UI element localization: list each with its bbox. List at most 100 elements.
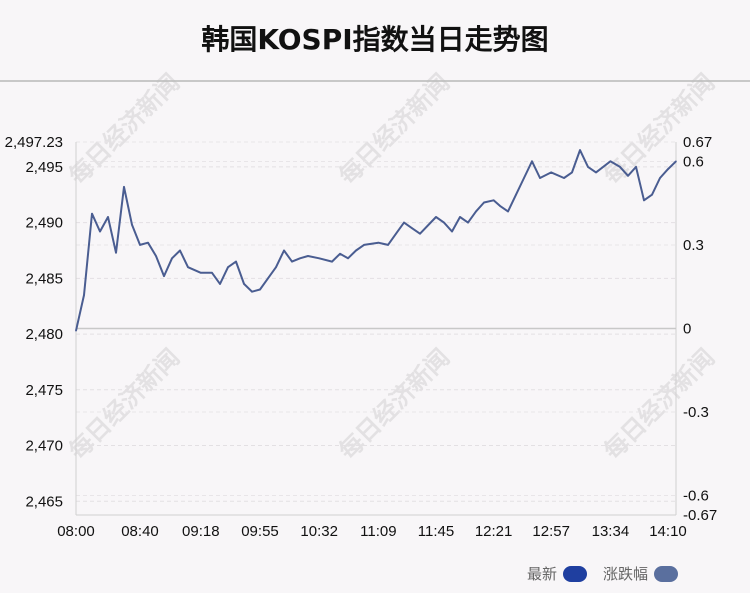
data-point <box>515 193 517 196</box>
legend: 最新 涨跌幅 <box>527 563 688 584</box>
y-right-tick-label: 0 <box>683 321 691 338</box>
data-point <box>609 160 612 163</box>
data-point <box>299 257 301 260</box>
data-point <box>355 249 357 252</box>
data-point <box>179 249 181 252</box>
data-point <box>131 224 133 226</box>
legend-swatch-change <box>654 565 678 582</box>
y-right-tick-label: 0.3 <box>683 237 704 254</box>
data-point <box>651 193 653 196</box>
y-left-tick-label: 2,480 <box>25 326 63 343</box>
data-point <box>235 260 237 263</box>
y-right-tick-label: 0.67 <box>683 134 712 151</box>
y-left-tick-label: 2,485 <box>25 270 63 287</box>
data-point <box>659 177 661 179</box>
data-point <box>435 216 437 218</box>
data-point <box>291 260 293 263</box>
data-point <box>363 244 365 246</box>
data-point <box>155 255 157 257</box>
data-point <box>163 275 165 277</box>
data-point <box>619 166 621 168</box>
series-line-latest <box>75 149 677 331</box>
data-point <box>523 177 525 179</box>
x-tick-label: 09:18 <box>182 523 220 540</box>
data-point <box>475 210 477 213</box>
data-point <box>459 216 461 218</box>
data-point <box>115 251 117 254</box>
title-divider <box>0 80 750 82</box>
data-point <box>531 160 533 163</box>
watermark-text: 每日经济新闻 <box>64 69 186 191</box>
y-axis-left-ticks: 2,497.23 2,495 2,490 2,485 2,480 2,475 2,470 2,… <box>5 134 63 510</box>
data-point <box>99 230 101 233</box>
data-point <box>419 232 421 235</box>
data-point <box>492 199 495 202</box>
data-point <box>219 283 221 285</box>
data-point <box>347 257 349 260</box>
data-point <box>579 149 581 151</box>
watermark-text: 每日经济新闻 <box>334 344 456 466</box>
data-point <box>171 257 173 260</box>
y-left-tick-label: 2,475 <box>25 382 63 399</box>
data-point <box>307 255 309 257</box>
y-right-tick-label: -0.6 <box>683 488 709 505</box>
data-point <box>499 205 501 207</box>
x-tick-label: 11:45 <box>418 523 454 540</box>
y-left-tick-label: 2,470 <box>25 438 63 455</box>
data-point <box>259 288 261 291</box>
data-point <box>275 266 277 268</box>
data-point <box>627 174 629 177</box>
data-point <box>377 241 380 244</box>
data-point <box>563 177 565 179</box>
data-point <box>539 177 541 179</box>
data-point <box>451 230 453 233</box>
data-point <box>483 201 485 204</box>
data-point <box>251 290 253 293</box>
x-tick-label: 14:10 <box>649 523 687 540</box>
x-axis-ticks: 08:00 08:40 09:18 09:55 10:32 11:09 11:45 12:21… <box>57 523 687 540</box>
x-tick-label: 09:55 <box>241 523 279 540</box>
data-point <box>443 221 445 224</box>
data-point <box>107 216 109 218</box>
x-tick-label: 12:57 <box>532 523 570 540</box>
y-left-tick-label: 2,497.23 <box>5 134 63 151</box>
data-point <box>675 160 677 163</box>
x-tick-label: 12:21 <box>475 523 513 540</box>
data-point <box>83 294 85 296</box>
data-point <box>507 210 509 213</box>
data-point <box>571 171 573 174</box>
y-right-tick-label: -0.67 <box>683 507 717 524</box>
watermark-text: 每日经济新闻 <box>64 344 186 466</box>
data-point <box>267 277 269 280</box>
x-tick-label: 10:32 <box>300 523 338 540</box>
data-point <box>550 171 552 174</box>
data-point <box>403 221 405 224</box>
data-point <box>283 249 285 252</box>
data-point <box>227 266 229 268</box>
data-point <box>243 283 245 285</box>
data-point <box>587 166 589 168</box>
legend-label-latest: 最新 <box>526 565 557 583</box>
y-right-tick-label: 0.6 <box>683 153 704 170</box>
y-axis-right-ticks: 0.67 0.6 0.3 0 -0.3 -0.6 -0.67 <box>683 134 717 524</box>
x-tick-label: 11:09 <box>360 523 396 540</box>
watermark-text: 每日经济新闻 <box>599 69 721 191</box>
x-tick-label: 08:00 <box>57 523 95 540</box>
x-tick-label: 08:40 <box>121 523 159 540</box>
legend-swatch-latest <box>562 565 587 582</box>
data-point <box>331 260 333 263</box>
data-point <box>75 329 77 332</box>
data-point <box>147 241 149 244</box>
data-point <box>187 266 189 268</box>
legend-label-change: 涨跌幅 <box>602 565 648 583</box>
y-right-tick-label: -0.3 <box>683 404 709 421</box>
y-left-tick-label: 2,465 <box>25 493 63 510</box>
data-point <box>635 166 637 168</box>
data-point <box>411 227 413 229</box>
chart-title: 韩国KOSPI指数当日走势图 <box>201 23 549 56</box>
data-point <box>467 221 469 224</box>
data-point <box>200 271 202 274</box>
x-tick-label: 13:34 <box>592 523 630 540</box>
